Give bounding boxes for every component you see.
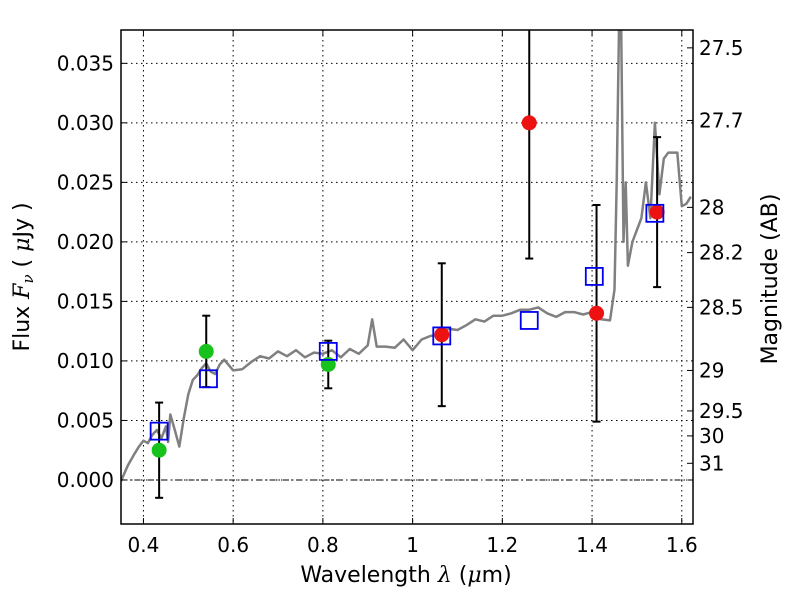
- y-axis-title-unit-mu: μ: [10, 238, 35, 252]
- y2-tick-label: 28.5: [699, 295, 744, 319]
- x-tick-label: 1: [406, 533, 419, 557]
- red-data-point: [649, 204, 665, 220]
- tick-labels: 0.4 0.6 0.8 1 1.2 1.4 1.6 0.000 0.005 0.010 0.015 0…: [57, 36, 744, 557]
- blue-model-point: [645, 203, 665, 223]
- red-data-point: [589, 305, 605, 321]
- x-tick-label: 0.8: [307, 533, 339, 557]
- plot-frame: [120, 29, 694, 525]
- y-tick-label: 0.015: [57, 289, 114, 313]
- x-tick-label: 1.4: [576, 533, 608, 557]
- y-axis-title-text: Flux: [10, 299, 35, 352]
- x-axis-title-text: Wavelength: [300, 563, 438, 588]
- y-tick-label: 0.030: [57, 111, 114, 135]
- green-data-point: [198, 343, 214, 359]
- y-axis-title: Flux Fν ( μJy ): [10, 202, 37, 351]
- x-tick-label: 1.6: [666, 533, 698, 557]
- y-tick-label: 0.020: [57, 230, 114, 254]
- y2-tick-label: 30: [699, 424, 724, 448]
- x-axis-title-symbol: λ: [437, 563, 452, 588]
- spectrum-line: [121, 30, 692, 482]
- x-axis-title: Wavelength λ (μm): [300, 563, 511, 588]
- red-data-point: [521, 115, 537, 131]
- blue-model-point: [149, 421, 169, 441]
- y-axis-title-subscript: ν: [19, 274, 37, 283]
- y2-tick-label: 29.5: [699, 399, 744, 423]
- y2-axis-title: Magnitude (AB): [758, 194, 783, 365]
- y-axis-title-unit-rest: Jy ): [10, 202, 35, 239]
- x-tick-label: 0.6: [217, 533, 249, 557]
- y-tick-label: 0.010: [57, 349, 114, 373]
- x-axis-title-unit-rest: m): [482, 563, 512, 588]
- spectrum-line-layer: [121, 30, 692, 482]
- y2-tick-label: 29: [699, 358, 724, 382]
- y2-tick-label: 28.2: [699, 241, 744, 265]
- blue-model-point: [519, 311, 539, 330]
- y2-tick-label: 31: [699, 451, 724, 475]
- blue-model-point: [584, 267, 604, 286]
- y-tick-label: 0.035: [57, 51, 114, 75]
- y-tick-label: 0.005: [57, 408, 114, 432]
- y-axis-title-unit-open: (: [10, 252, 35, 275]
- blue-model-point: [432, 326, 452, 346]
- data-markers: [149, 115, 665, 458]
- y-tick-label: 0.000: [57, 468, 114, 492]
- blue-model-point: [199, 369, 218, 389]
- blue-model-point: [318, 341, 338, 361]
- x-tick-label: 0.4: [128, 533, 160, 557]
- y-axis-title-symbol: F: [10, 283, 35, 300]
- y2-tick-label: 28: [699, 195, 724, 219]
- grid: [121, 30, 693, 524]
- y2-tick-label: 27.5: [699, 36, 744, 60]
- y2-tick-label: 27.7: [699, 108, 744, 132]
- x-tick-label: 1.2: [486, 533, 518, 557]
- green-data-point: [151, 442, 167, 458]
- tick-marks: [121, 30, 693, 524]
- y-tick-label: 0.025: [57, 170, 114, 194]
- red-data-point: [434, 327, 450, 343]
- x-axis-title-unit-mu: μ: [467, 563, 481, 588]
- x-axis-title-unit-open: (: [452, 563, 468, 588]
